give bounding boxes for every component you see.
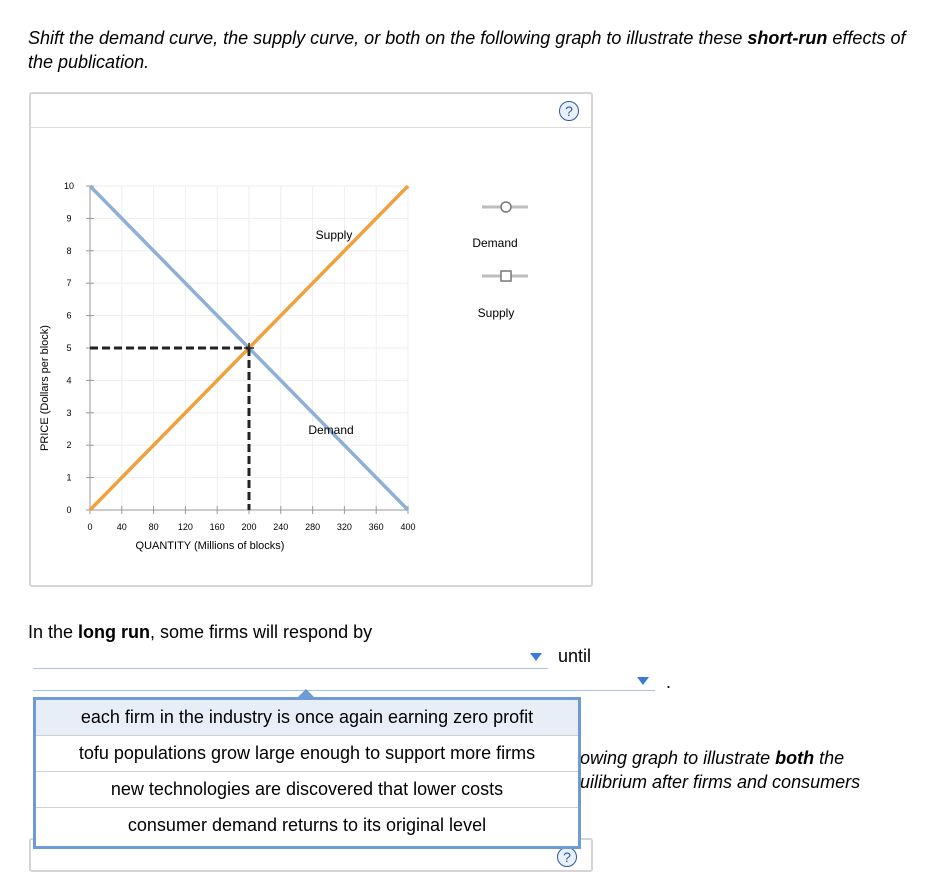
partially-hidden-instructions-2: uilibrium after firms and consumers <box>580 772 861 792</box>
x-tick-label: 200 <box>241 522 256 532</box>
until-label: until <box>558 646 592 666</box>
partially-hidden-instructions-1: owing graph to illustrate both the <box>580 748 845 768</box>
chevron-down-icon <box>530 653 542 661</box>
long-run-question: In the long run, some firms will respond… <box>28 622 373 642</box>
x-axis-label: QUANTITY (Millions of blocks) <box>136 540 285 552</box>
response-dropdown[interactable] <box>33 650 548 669</box>
x-tick-label: 40 <box>117 522 127 532</box>
supply-curve-label: Supply <box>316 228 353 242</box>
graph-panel: ? <box>29 92 593 587</box>
demand-drag-icon[interactable] <box>500 201 512 213</box>
supply-demand-graph: PRICE (Dollars per block) QUANTITY (Mill… <box>39 181 528 552</box>
y-tick-label: 0 <box>66 505 71 515</box>
y-tick-label: 6 <box>66 311 71 321</box>
option-new-technologies[interactable]: new technologies are discovered that low… <box>36 772 578 808</box>
y-tick-label: 4 <box>66 375 71 385</box>
y-tick-label: 8 <box>66 246 71 256</box>
legend-supply-label: Supply <box>478 306 515 320</box>
supply-drag-icon[interactable] <box>500 270 512 282</box>
help-icon[interactable]: ? <box>557 847 577 867</box>
legend-demand-label: Demand <box>472 236 517 250</box>
option-demand-returns[interactable]: consumer demand returns to its original … <box>127 815 487 835</box>
x-tick-label: 0 <box>87 522 92 532</box>
y-tick-label: 10 <box>64 181 74 191</box>
menu-pointer <box>298 689 314 697</box>
chevron-down-icon <box>637 677 649 685</box>
x-tick-label: 160 <box>210 522 225 532</box>
instructions: Shift the demand curve, the supply curve… <box>28 28 906 72</box>
x-tick-label: 280 <box>305 522 320 532</box>
x-tick-label: 120 <box>178 522 193 532</box>
y-tick-label: 3 <box>66 408 71 418</box>
x-tick-label: 360 <box>369 522 384 532</box>
help-icon[interactable]: ? <box>559 101 579 121</box>
y-tick-label: 5 <box>66 343 71 353</box>
x-tick-label: 240 <box>273 522 288 532</box>
until-dropdown-menu: each firm in the industry is once again … <box>33 697 581 849</box>
y-tick-label: 1 <box>66 473 71 483</box>
demand-curve-label: Demand <box>308 423 353 437</box>
y-tick-label: 7 <box>66 278 71 288</box>
graph-toolbar <box>31 94 591 128</box>
option-tofu-populations[interactable]: tofu populations grow large enough to su… <box>36 736 578 772</box>
period: . <box>666 672 672 692</box>
x-tick-label: 320 <box>337 522 352 532</box>
x-tick-label: 80 <box>149 522 159 532</box>
y-tick-label: 9 <box>66 213 71 223</box>
x-tick-label: 400 <box>400 522 415 532</box>
until-dropdown[interactable] <box>33 674 655 691</box>
option-zero-profit[interactable]: each firm in the industry is once again … <box>36 700 578 736</box>
y-axis-label: PRICE (Dollars per block) <box>39 325 51 451</box>
y-tick-label: 2 <box>66 440 71 450</box>
